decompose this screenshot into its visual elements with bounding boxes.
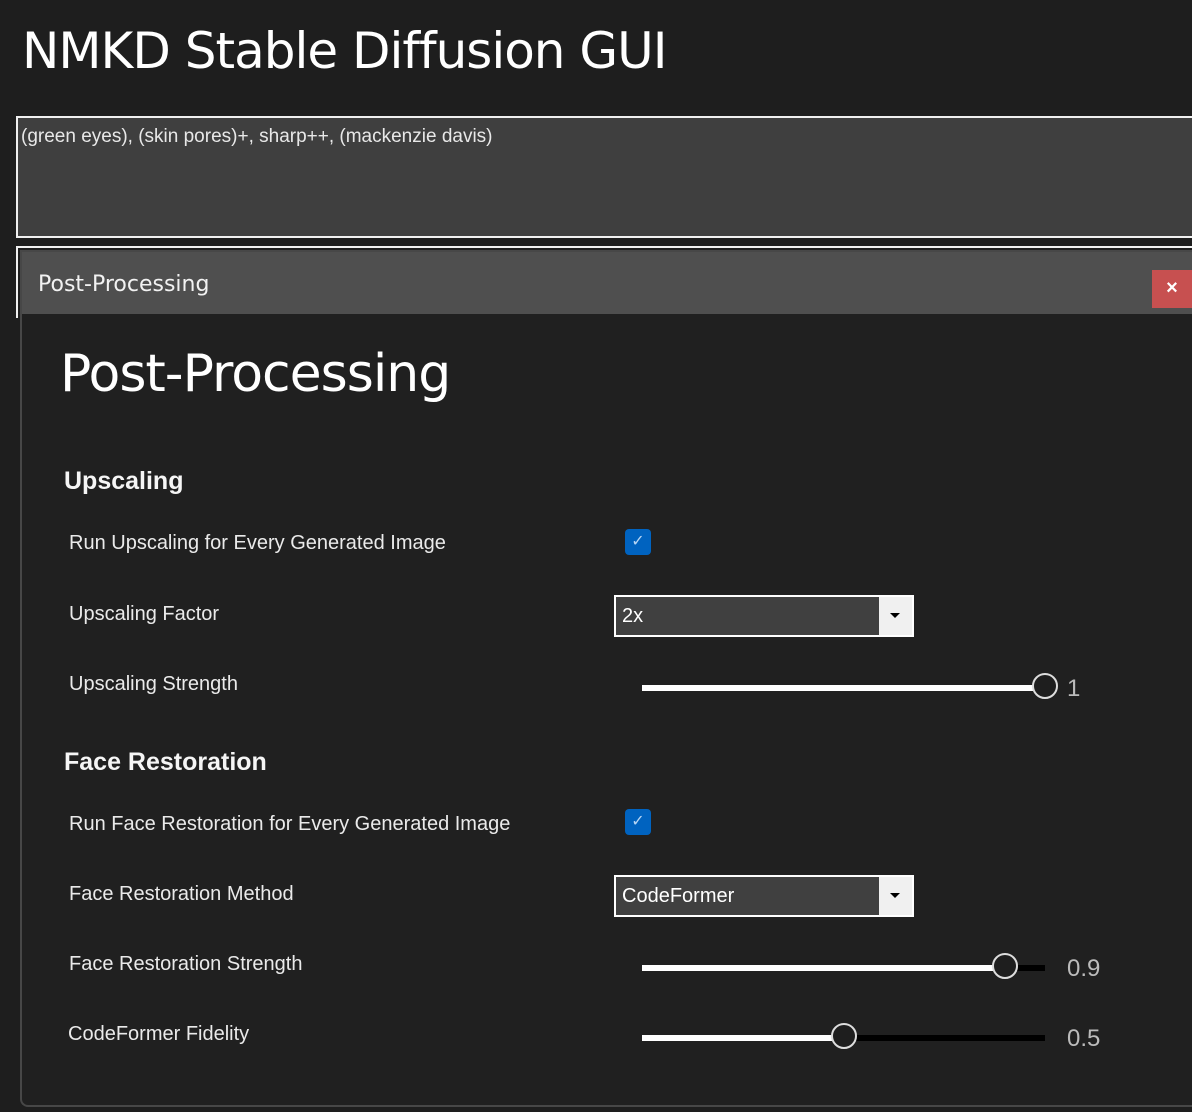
slider-thumb[interactable] (1032, 673, 1058, 699)
face-restoration-method-label: Face Restoration Method (69, 883, 294, 905)
dialog-window-title: Post-Processing (38, 272, 210, 297)
upscaling-factor-value: 2x (622, 605, 644, 627)
codeformer-fidelity-label: CodeFormer Fidelity (68, 1023, 250, 1045)
slider-fill (642, 1035, 844, 1041)
upscaling-strength-label: Upscaling Strength (69, 673, 238, 695)
chevron-down-icon[interactable] (879, 597, 912, 635)
face-restoration-method-select[interactable]: CodeFormer (614, 875, 914, 917)
upscaling-strength-value: 1 (1067, 675, 1081, 702)
face-restoration-strength-value: 0.9 (1067, 955, 1101, 982)
upscaling-factor-label: Upscaling Factor (69, 603, 220, 625)
face-restoration-method-value: CodeFormer (622, 885, 735, 907)
run-upscaling-checkbox[interactable]: ✓ (625, 529, 651, 555)
close-icon: × (1166, 277, 1178, 299)
checkmark-icon: ✓ (631, 813, 645, 830)
slider-fill (642, 685, 1045, 691)
run-face-restoration-checkbox[interactable]: ✓ (625, 809, 651, 835)
background-panel (16, 246, 1192, 318)
app-title: NMKD Stable Diffusion GUI (22, 22, 667, 80)
close-button[interactable]: × (1152, 270, 1192, 308)
face-restoration-strength-slider[interactable] (642, 953, 1045, 979)
slider-thumb[interactable] (991, 953, 1018, 979)
post-processing-dialog: Post-Processing × Post-Processing Upscal… (20, 250, 1192, 1107)
page-title: Post-Processing (60, 344, 451, 404)
run-upscaling-label: Run Upscaling for Every Generated Image (69, 532, 446, 554)
dialog-titlebar[interactable]: Post-Processing × (22, 252, 1192, 314)
face-restoration-strength-label: Face Restoration Strength (69, 953, 303, 975)
upscaling-strength-slider[interactable] (642, 673, 1058, 699)
section-upscaling: Upscaling (64, 467, 184, 495)
codeformer-fidelity-value: 0.5 (1067, 1025, 1101, 1052)
section-face-restoration: Face Restoration (64, 748, 267, 776)
chevron-down-icon[interactable] (879, 877, 912, 915)
upscaling-factor-select[interactable]: 2x (614, 595, 914, 637)
run-face-restoration-label: Run Face Restoration for Every Generated… (69, 813, 511, 835)
slider-fill (642, 965, 1005, 971)
prompt-input[interactable]: (green eyes), (skin pores)+, sharp++, (m… (16, 116, 1192, 238)
checkmark-icon: ✓ (631, 533, 645, 550)
codeformer-fidelity-slider[interactable] (642, 1023, 1045, 1049)
slider-thumb[interactable] (830, 1023, 857, 1049)
